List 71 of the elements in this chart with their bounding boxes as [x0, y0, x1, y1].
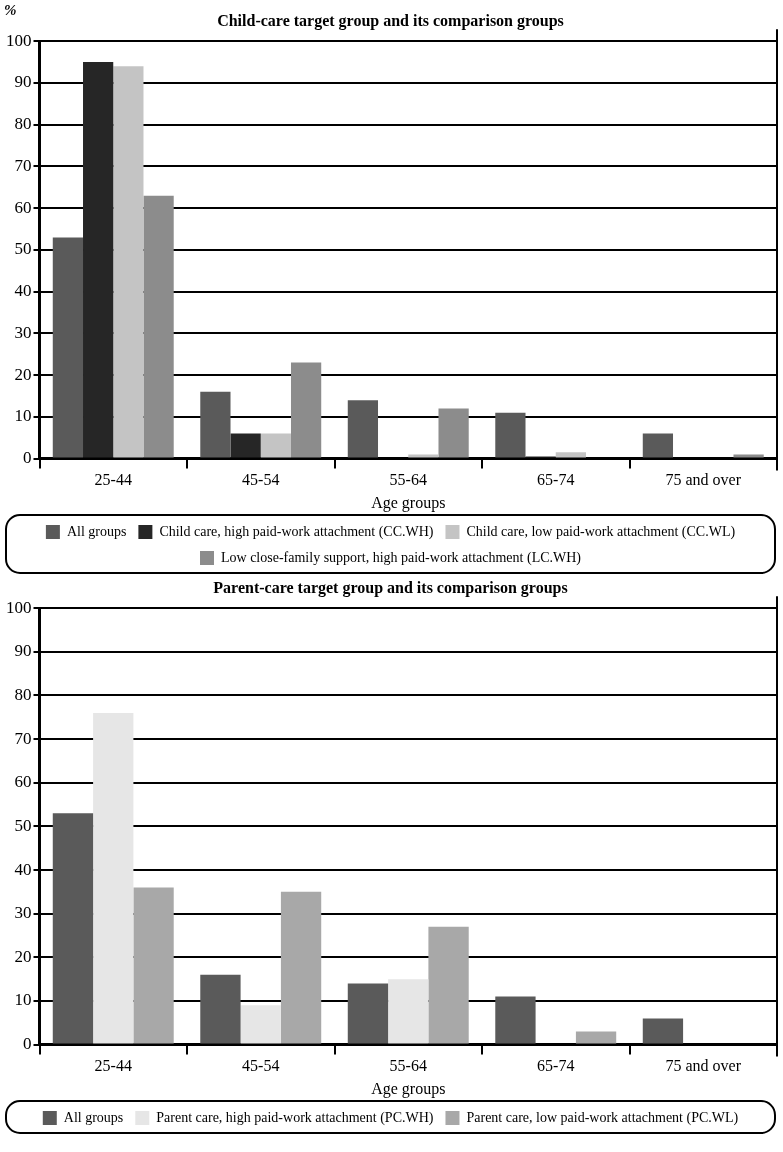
x-tick-label: 55-64 [389, 471, 427, 489]
y-tick-label: 70 [14, 728, 32, 748]
bar [230, 433, 261, 458]
bar [408, 454, 439, 458]
x-axis-title: Age groups [371, 1079, 446, 1098]
y-tick-label: 50 [14, 239, 32, 259]
y-axis-title: % [4, 2, 17, 19]
y-tick-label: 40 [14, 859, 32, 879]
y-tick-label: 80 [14, 684, 32, 704]
y-tick-label: 20 [14, 364, 32, 384]
bar [133, 887, 174, 1044]
bar [143, 195, 174, 458]
bar [642, 1018, 684, 1044]
bar [438, 408, 469, 458]
x-tick-label: 55-64 [389, 1057, 427, 1075]
y-tick-label: 60 [14, 772, 32, 792]
bar [555, 452, 586, 458]
bar [260, 433, 291, 458]
bar [642, 433, 674, 458]
bar [290, 362, 322, 458]
y-tick-label: 30 [14, 322, 32, 342]
y-tick-label: 40 [14, 281, 32, 301]
legend-label: Parent care, low paid-work attachment (PC.WL) [466, 1109, 739, 1126]
bar [200, 974, 241, 1044]
bar [200, 391, 231, 458]
bar [495, 996, 536, 1044]
x-tick-label: 45-54 [242, 1057, 280, 1075]
y-tick-label: 90 [14, 72, 32, 92]
legend-label: Child care, high paid-work attachment (CC.WH) [159, 523, 434, 540]
y-tick-label: 70 [14, 155, 32, 175]
y-tick-label: 10 [14, 990, 32, 1010]
x-tick-label: 65-74 [537, 471, 575, 489]
legend-label: All groups [66, 523, 127, 539]
legend-label: Parent care, high paid-work attachment (PC.WH) [156, 1109, 434, 1126]
y-tick-label: 20 [14, 946, 32, 966]
bar [240, 1005, 281, 1044]
y-tick-label: 0 [23, 448, 32, 468]
legend-label: Low close-family support, high paid-work attachment (LC.WH) [220, 549, 582, 566]
bar [347, 983, 389, 1044]
x-tick-label: 25-44 [94, 471, 132, 489]
bar [495, 412, 526, 458]
x-tick-label: 65-74 [537, 1057, 575, 1075]
bar [280, 891, 322, 1044]
legend-label: All groups [63, 1109, 124, 1125]
x-tick-label: 25-44 [94, 1057, 132, 1075]
bar [52, 237, 84, 458]
bar [83, 62, 114, 458]
y-tick-label: 100 [6, 597, 32, 617]
chart-title: Child-care target group and its comparison groups [217, 11, 564, 30]
x-axis-title: Age groups [371, 493, 446, 512]
bar [575, 1031, 617, 1044]
bar [113, 66, 144, 458]
y-tick-label: 90 [14, 641, 32, 661]
bar [388, 979, 429, 1044]
bar [347, 400, 379, 458]
y-tick-label: 30 [14, 903, 32, 923]
y-tick-label: 10 [14, 406, 32, 426]
bar [428, 926, 469, 1044]
x-tick-label: 75 and over [665, 1057, 742, 1075]
y-tick-label: 100 [6, 30, 32, 50]
x-tick-label: 45-54 [242, 471, 280, 489]
chart-title: Parent-care target group and its comparison groups [213, 578, 568, 597]
legend-label: Child care, low paid-work attachment (CC.WL) [466, 523, 736, 540]
y-tick-label: 60 [14, 197, 32, 217]
y-tick-label: 50 [14, 815, 32, 835]
x-tick-label: 75 and over [665, 471, 742, 489]
bar [733, 454, 764, 458]
bar [93, 712, 134, 1044]
y-tick-label: 80 [14, 114, 32, 134]
bar [52, 813, 94, 1044]
y-tick-label: 0 [23, 1034, 32, 1054]
